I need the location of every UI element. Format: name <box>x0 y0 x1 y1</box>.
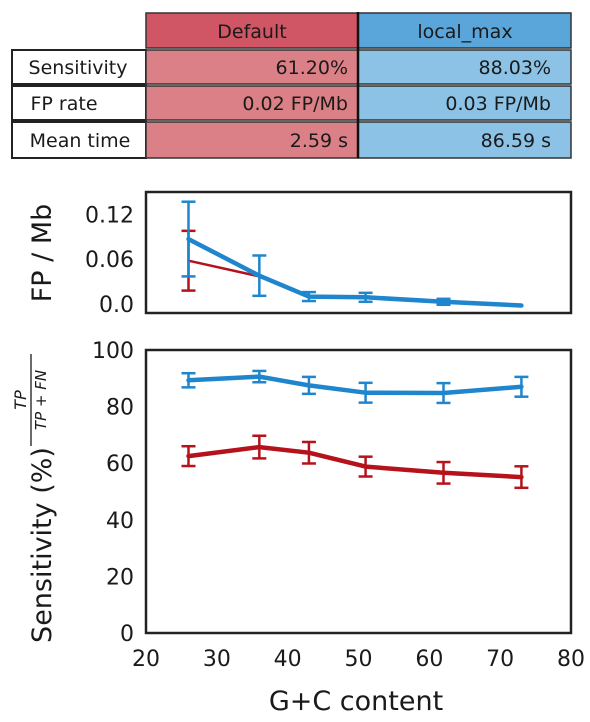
default-series-line <box>186 444 524 480</box>
sensitivity-panel-ytick-label: 80 <box>106 396 134 421</box>
local_max-series-line <box>186 374 524 396</box>
row-label-cell <box>11 49 147 85</box>
header-local-max: local_max <box>417 21 512 43</box>
sensitivity-panel-ytick-label: 60 <box>106 452 134 477</box>
fp-panel-ytick-label: 0.12 <box>85 203 134 228</box>
sensitivity-panel-xtick-label: 20 <box>132 647 160 672</box>
local_max-series-line <box>186 236 524 308</box>
x-axis-label: G+C content <box>269 686 443 717</box>
sensitivity-panel-xtick-label: 70 <box>486 647 514 672</box>
mean-time-local-max-value: 86.59 s <box>481 130 551 152</box>
sensitivity-panel-xtick-label: 40 <box>274 647 302 672</box>
sensitivity-panel-ytick-label: 100 <box>92 339 134 364</box>
row-label-cell <box>11 121 147 159</box>
sensitivity-panel-frame <box>144 348 573 635</box>
sensitivity-panel-ylabel: Sensitivity (%) <box>27 447 58 643</box>
sensitivity-fraction-label: TP TP + FN <box>11 354 50 446</box>
fp-panel-ylabel: FP / Mb <box>27 204 58 303</box>
row-label-mean-time: Mean time <box>30 130 131 152</box>
default-value-cell <box>145 85 359 121</box>
mean-time-default-value: 2.59 s <box>290 130 348 152</box>
row-label-cell <box>11 85 147 121</box>
fp-rate-default-value: 0.02 FP/Mb <box>242 93 348 115</box>
header-default-cell <box>145 12 359 49</box>
row-label-sensitivity: Sensitivity <box>29 57 128 79</box>
local-max-value-cell <box>357 121 572 159</box>
fp-panel-ytick-label: 0.06 <box>85 248 134 273</box>
sensitivity-panel-ytick-label: 40 <box>106 509 134 534</box>
row-label-fp-rate: FP rate <box>30 93 97 115</box>
sensitivity-local-max-value: 88.03% <box>479 57 551 79</box>
default-series-line <box>187 259 261 278</box>
fp-panel-ytick-label: 0.0 <box>99 293 134 318</box>
fp-rate-local-max-value: 0.03 FP/Mb <box>445 93 551 115</box>
header-default: Default <box>217 21 286 43</box>
fp-panel-frame <box>144 190 573 315</box>
sensitivity-panel-xtick-label: 60 <box>415 647 443 672</box>
fraction-numerator: TP <box>11 390 30 410</box>
sensitivity-panel-ytick-label: 0 <box>120 622 134 647</box>
sensitivity-panel-ytick-label: 20 <box>106 565 134 590</box>
sensitivity-panel-xtick-label: 80 <box>557 647 585 672</box>
header-local-max-cell <box>357 12 572 49</box>
sensitivity-panel-xtick-label: 50 <box>345 647 373 672</box>
summary-table: Default local_max Sensitivity 61.20% 88.… <box>11 12 572 159</box>
sensitivity-default-value: 61.20% <box>276 57 348 79</box>
fraction-denominator: TP + FN <box>32 370 50 430</box>
default-value-cell <box>145 121 359 159</box>
local-max-value-cell <box>357 49 572 85</box>
sensitivity-panel-xtick-label: 30 <box>203 647 231 672</box>
